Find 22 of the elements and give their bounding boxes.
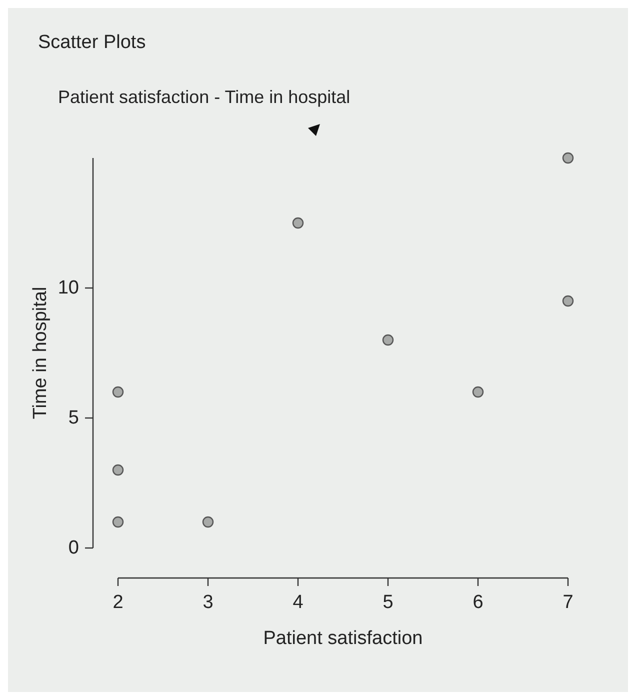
x-tick-label: 3 bbox=[202, 592, 214, 613]
point bbox=[112, 464, 124, 476]
point bbox=[112, 516, 124, 528]
y-tick-label: 10 bbox=[58, 278, 79, 298]
point bbox=[472, 386, 484, 398]
y-tick-label: 5 bbox=[68, 408, 79, 428]
x-tick-label: 7 bbox=[562, 592, 574, 613]
chart-subtitle: Patient satisfaction - Time in hospital bbox=[58, 87, 350, 107]
y-tick-label: 0 bbox=[68, 538, 79, 558]
point bbox=[112, 386, 124, 398]
x-tick-label: 6 bbox=[472, 592, 484, 613]
point bbox=[382, 334, 394, 346]
point bbox=[202, 516, 214, 528]
x-tick-label: 4 bbox=[292, 592, 304, 613]
point bbox=[562, 295, 574, 307]
point bbox=[562, 152, 574, 164]
x-axis-title: Patient satisfaction bbox=[263, 628, 423, 649]
x-tick-label: 5 bbox=[382, 592, 394, 613]
chart-title: Scatter Plots bbox=[38, 32, 146, 53]
x-tick-label: 2 bbox=[112, 592, 124, 613]
y-axis-title: Time in hospital bbox=[30, 286, 51, 420]
point bbox=[292, 217, 304, 229]
